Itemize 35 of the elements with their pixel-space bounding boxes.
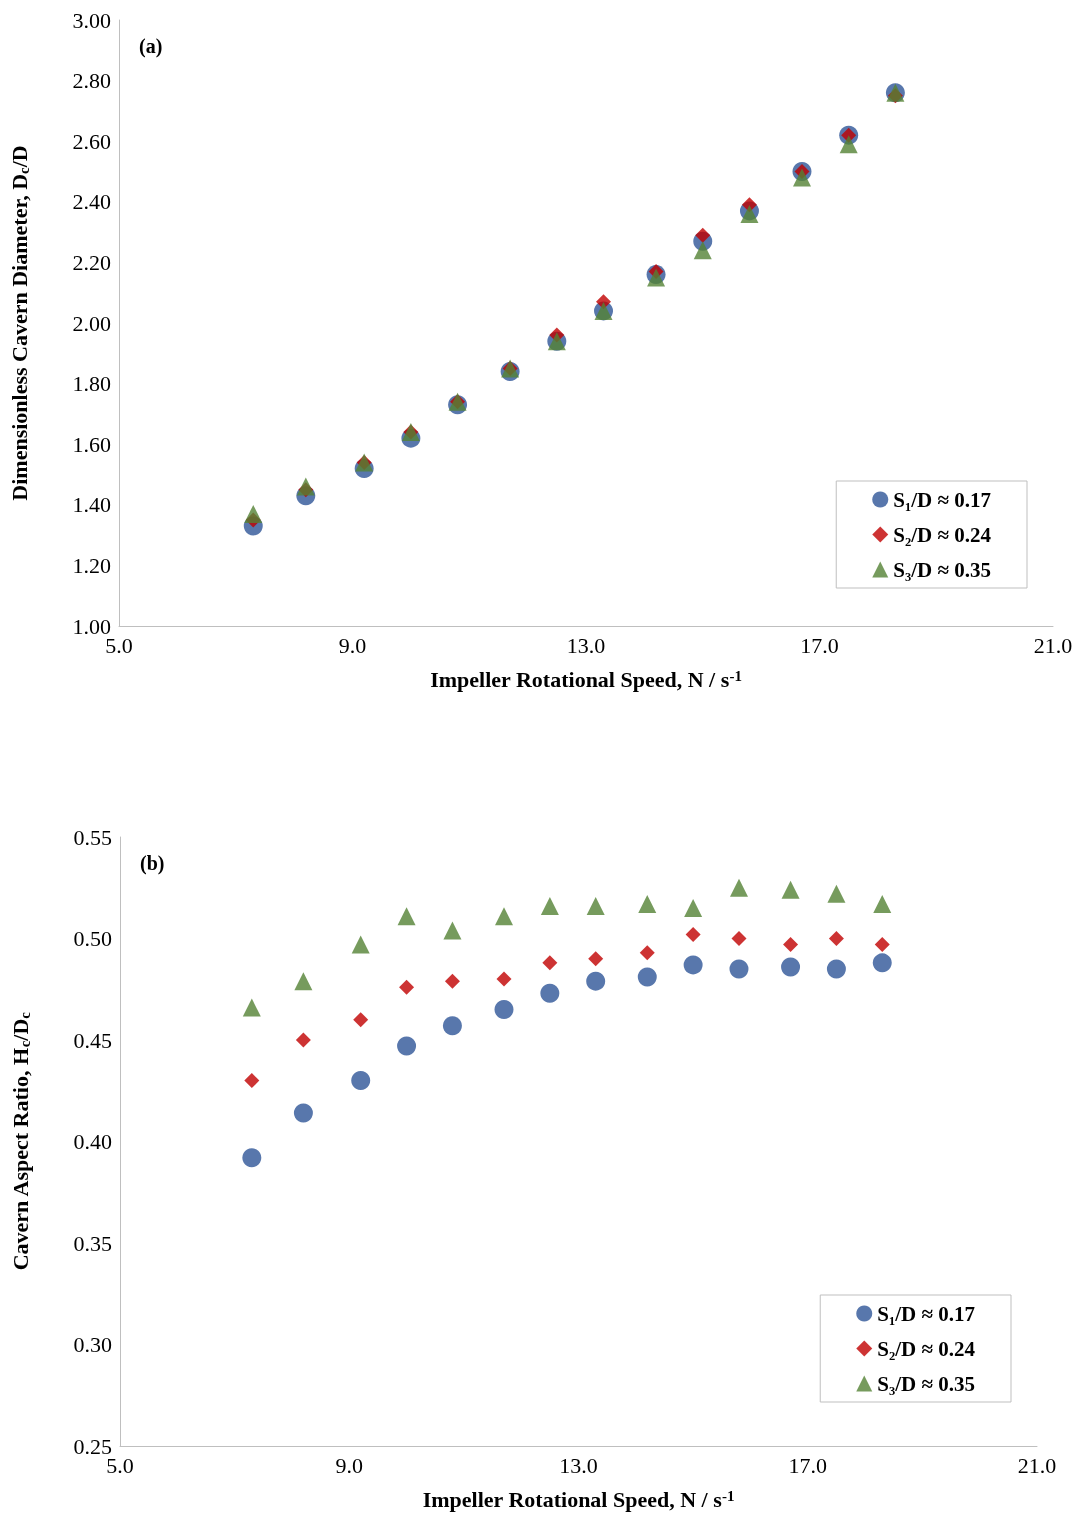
legend-label: S₂/D ≈ 0.24 [877, 1336, 976, 1361]
annotation: (a) [139, 35, 163, 58]
y-tick-label: 2.80 [72, 68, 111, 94]
x-tick-label: 9.0 [335, 1452, 363, 1478]
x-tick-label: 21.0 [1033, 632, 1073, 658]
x-tick-label: 17.0 [788, 1452, 827, 1478]
y-tick-label: 2.40 [72, 189, 111, 215]
legend-label: S₁/D ≈ 0.17 [877, 1301, 976, 1326]
y-tick-label: 1.60 [72, 431, 111, 457]
y-tick-label: 1.20 [72, 552, 111, 578]
y-axis-title: Cavern Aspect Ratio, Hc/Dc [8, 1011, 33, 1271]
y-tick-label: 0.50 [73, 926, 112, 951]
y-tick-label: 1.00 [72, 613, 111, 639]
legend-label: S₃/D ≈ 0.35 [877, 1371, 976, 1396]
y-tick-label: 1.40 [72, 492, 111, 518]
legend-label: S₁/D ≈ 0.17 [893, 487, 992, 512]
annotation: (b) [140, 852, 165, 875]
y-tick-label: 2.00 [72, 310, 111, 336]
y-tick-label: 3.00 [72, 7, 111, 33]
y-tick-label: 0.35 [73, 1230, 112, 1256]
y-tick-label: 0.40 [73, 1129, 112, 1154]
x-tick-label: 9.0 [338, 632, 367, 658]
x-tick-label: 21.0 [1017, 1452, 1057, 1478]
x-tick-label: 13.0 [559, 1452, 598, 1478]
y-tick-label: 0.45 [73, 1027, 112, 1053]
legend-label: S₂/D ≈ 0.24 [893, 522, 992, 547]
legend-label: S₃/D ≈ 0.35 [893, 557, 992, 582]
y-tick-label: 0.25 [73, 1433, 112, 1459]
y-tick-label: 2.20 [72, 249, 111, 275]
y-tick-label: 0.30 [73, 1332, 112, 1357]
x-tick-label: 13.0 [566, 632, 606, 658]
x-tick-label: 17.0 [800, 632, 839, 658]
y-tick-label: 1.80 [72, 371, 111, 397]
y-tick-label: 0.55 [73, 824, 112, 850]
y-tick-label: 2.60 [72, 128, 111, 154]
